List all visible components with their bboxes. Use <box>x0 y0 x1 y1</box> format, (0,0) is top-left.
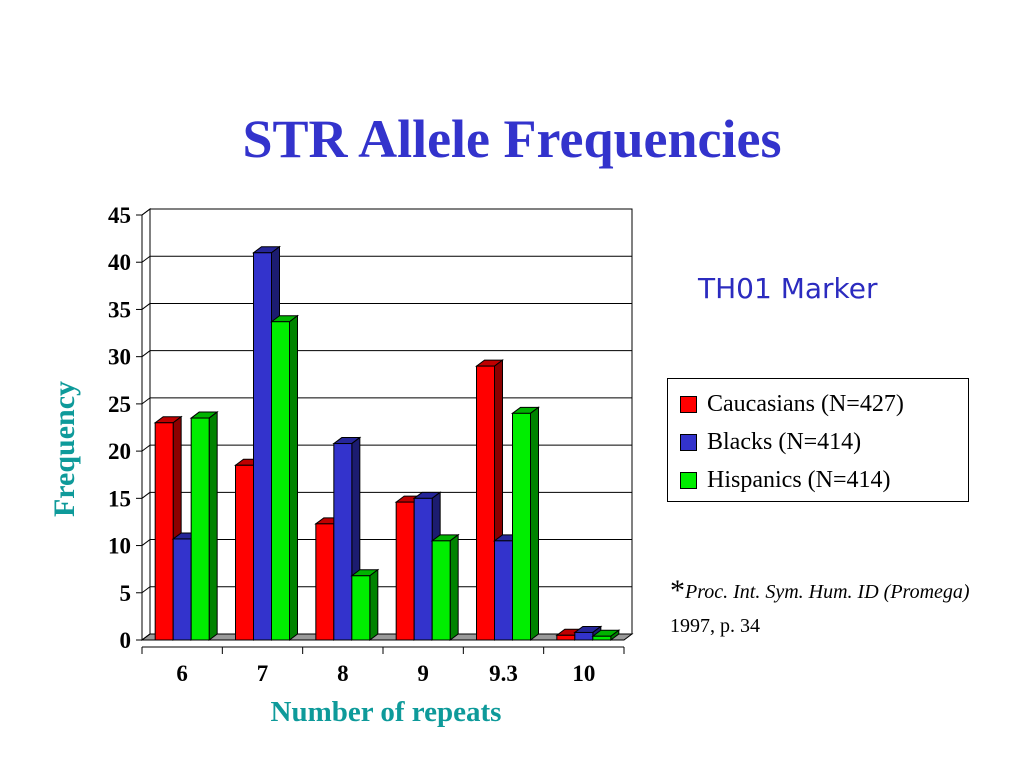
bar-front <box>172 538 192 641</box>
bar-front <box>190 417 210 641</box>
bar-front <box>235 464 254 641</box>
bar <box>189 411 219 641</box>
legend-swatch-blacks <box>680 433 697 451</box>
bar <box>270 314 299 641</box>
y-tick-label: 15 <box>108 486 131 511</box>
bar-side <box>530 406 539 641</box>
gridline-side <box>141 633 151 641</box>
bar-front <box>512 412 531 641</box>
slide-title: STR Allele Frequencies <box>242 109 782 169</box>
citation-asterisk: * <box>670 574 685 607</box>
y-tick-label: 30 <box>108 345 131 370</box>
legend-label-caucasians: Caucasians (N=427) <box>707 390 904 417</box>
bar-front <box>315 523 335 641</box>
bar-front <box>253 252 272 641</box>
y-tick-label: 0 <box>120 628 132 653</box>
gridline-side <box>141 491 151 499</box>
y-tick-label: 25 <box>108 392 131 417</box>
gridline-side <box>141 208 151 216</box>
bar-front <box>476 365 495 641</box>
y-tick-label: 45 <box>108 203 131 228</box>
bar <box>591 629 621 641</box>
legend-label-blacks: Blacks (N=414) <box>707 428 862 455</box>
bar-front <box>154 422 174 641</box>
x-tick-label: 9 <box>417 661 429 686</box>
bar <box>430 533 460 641</box>
plot-back-wall <box>149 208 633 635</box>
gridline-side <box>141 303 151 310</box>
y-tick-label: 20 <box>108 439 131 464</box>
bar-side <box>208 411 218 641</box>
y-tick-label: 40 <box>108 250 131 275</box>
x-tick-label: 7 <box>257 661 269 686</box>
bar-front <box>574 631 594 641</box>
gridline-side <box>141 255 151 263</box>
gridline-side <box>141 539 151 546</box>
y-tick-label: 5 <box>120 581 132 606</box>
bar-front <box>271 321 290 641</box>
bar-front <box>395 501 415 641</box>
bar-front <box>351 575 371 641</box>
marker-label: TH01 Marker <box>698 272 878 305</box>
gridline-side <box>141 397 151 405</box>
y-tick-label: 10 <box>108 534 131 559</box>
plot-side-wall <box>141 208 151 641</box>
legend-item-hispanics: Hispanics (N=414) <box>680 465 891 495</box>
legend-swatch-hispanics <box>680 471 697 489</box>
citation-source: Proc. Int. Sym. Hum. ID (Promega) <box>685 581 970 603</box>
x-tick-label: 10 <box>572 661 595 686</box>
bar-front <box>333 443 353 641</box>
bar-front <box>494 540 513 641</box>
bar-front <box>592 635 612 641</box>
bar-side <box>449 533 459 641</box>
x-tick-label: 9.3 <box>489 661 518 686</box>
bar-side <box>289 314 298 641</box>
citation: *Proc. Int. Sym. Hum. ID (Promega) 1997,… <box>670 574 1010 643</box>
x-tick-label: 6 <box>176 661 188 686</box>
gridline-side <box>141 444 151 452</box>
citation-year-page: 1997, p. 34 <box>670 615 760 637</box>
y-axis-title: Frequency <box>48 381 81 517</box>
bar-front <box>556 634 576 641</box>
bar <box>511 406 540 641</box>
chart-legend: Caucasians (N=427) Blacks (N=414) Hispan… <box>667 378 969 502</box>
bar-side <box>369 568 379 641</box>
legend-swatch-caucasians <box>680 395 697 413</box>
legend-item-caucasians: Caucasians (N=427) <box>680 389 904 419</box>
x-tick-label: 8 <box>337 661 349 686</box>
legend-label-hispanics: Hispanics (N=414) <box>707 466 891 493</box>
gridline-side <box>141 350 151 358</box>
bar-front <box>431 540 451 641</box>
bar <box>350 568 380 641</box>
bar-front <box>413 497 433 641</box>
legend-item-blacks: Blacks (N=414) <box>680 427 861 457</box>
x-axis-title: Number of repeats <box>271 696 502 728</box>
y-tick-label: 35 <box>108 297 131 322</box>
gridline-side <box>141 586 151 594</box>
